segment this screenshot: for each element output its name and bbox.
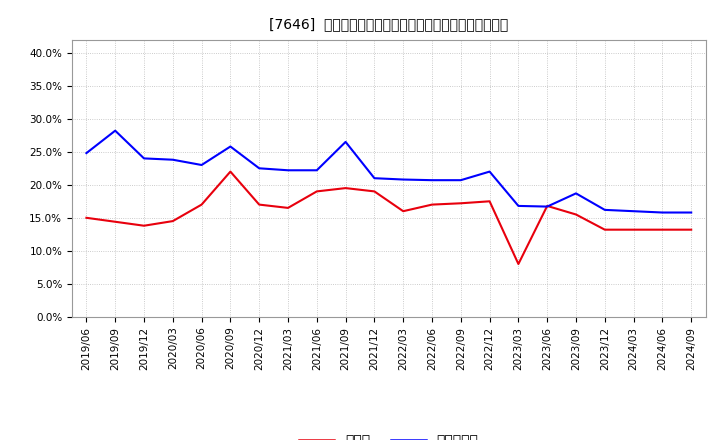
現顔金 — [543, 203, 552, 209]
現顔金 — [629, 227, 638, 232]
現顔金 — [312, 189, 321, 194]
有利子負債 — [341, 139, 350, 144]
現顔金 — [485, 198, 494, 204]
現顔金 — [341, 186, 350, 191]
現顔金 — [284, 205, 292, 210]
Line: 有利子負債: 有利子負債 — [86, 131, 691, 213]
有利子負債 — [600, 207, 609, 213]
現顔金 — [456, 201, 465, 206]
現顔金 — [82, 215, 91, 220]
有利子負債 — [485, 169, 494, 174]
現顔金 — [197, 202, 206, 207]
Legend: 現顔金, 有利子負債: 現顔金, 有利子負債 — [294, 429, 484, 440]
Line: 現顔金: 現顔金 — [86, 172, 691, 264]
現顔金 — [514, 261, 523, 267]
現顔金 — [572, 212, 580, 217]
有利子負債 — [284, 168, 292, 173]
有利子負債 — [456, 177, 465, 183]
現顔金 — [226, 169, 235, 174]
現顔金 — [399, 209, 408, 214]
現顔金 — [168, 218, 177, 224]
現顔金 — [600, 227, 609, 232]
有利子負債 — [428, 177, 436, 183]
有利子負債 — [111, 128, 120, 133]
現顔金 — [111, 219, 120, 224]
有利子負債 — [370, 176, 379, 181]
有利子負債 — [140, 156, 148, 161]
現顔金 — [140, 223, 148, 228]
有利子負債 — [572, 191, 580, 196]
有利子負債 — [658, 210, 667, 215]
有利子負債 — [312, 168, 321, 173]
現顔金 — [687, 227, 696, 232]
現顔金 — [370, 189, 379, 194]
有利子負債 — [226, 144, 235, 149]
有利子負債 — [687, 210, 696, 215]
有利子負債 — [197, 162, 206, 168]
有利子負債 — [629, 209, 638, 214]
有利子負債 — [168, 157, 177, 162]
有利子負債 — [514, 203, 523, 209]
有利子負債 — [255, 165, 264, 171]
現顔金 — [255, 202, 264, 207]
有利子負債 — [399, 177, 408, 182]
Title: [7646]  現顔金、有利子負債の総資産に対する比率の推移: [7646] 現顔金、有利子負債の総資産に対する比率の推移 — [269, 18, 508, 32]
現顔金 — [658, 227, 667, 232]
現顔金 — [428, 202, 436, 207]
有利子負債 — [82, 150, 91, 156]
有利子負債 — [543, 204, 552, 209]
